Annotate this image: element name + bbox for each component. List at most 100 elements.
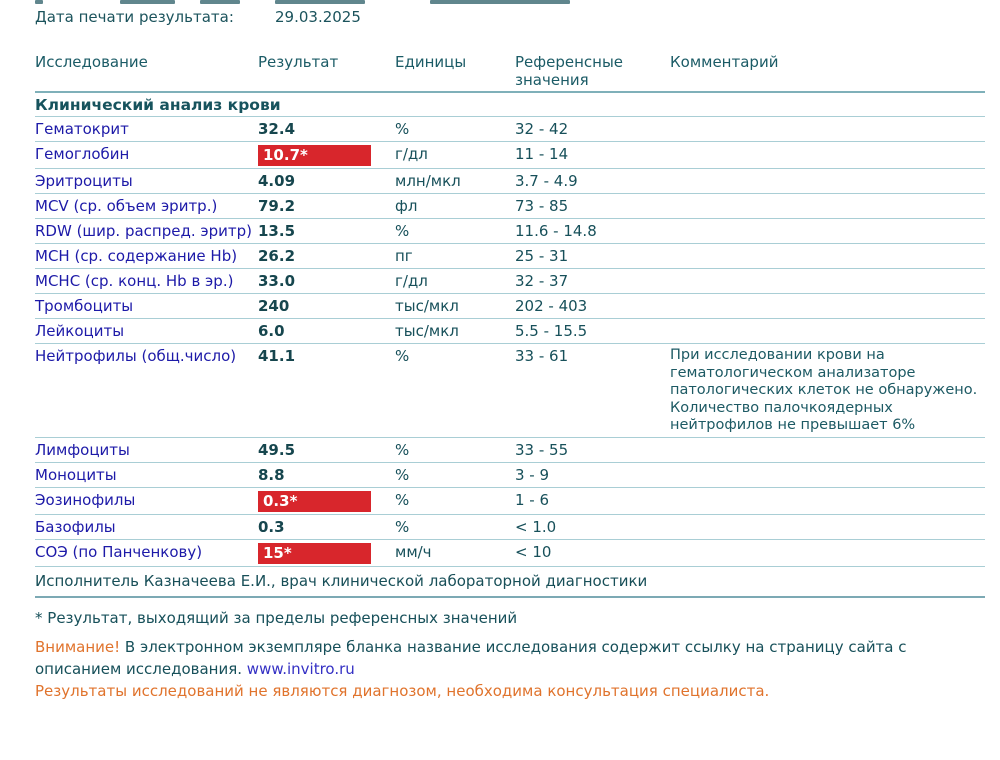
test-name-link[interactable]: Моноциты: [35, 465, 117, 484]
units-value: %: [395, 437, 515, 463]
result-value: 13.5: [258, 222, 296, 240]
comment-text: [670, 318, 985, 344]
result-value: 4.09: [258, 172, 296, 190]
column-header-result: Результат: [258, 50, 395, 93]
units-value: %: [395, 462, 515, 488]
table-row: Тромбоциты 240 тыс/мкл 202 - 403: [35, 293, 985, 319]
footer-divider-line: [35, 596, 985, 598]
table-row: СОЭ (по Панченкову) 15* мм/ч < 10: [35, 539, 985, 567]
units-value: г/дл: [395, 268, 515, 294]
table-row: Гематокрит 32.4 % 32 - 42: [35, 116, 985, 142]
section-title: Клинический анализ крови: [35, 92, 985, 117]
column-header-test: Исследование: [35, 50, 258, 93]
reference-range: 3 - 9: [515, 462, 670, 488]
test-name-link[interactable]: Базофилы: [35, 517, 116, 536]
result-value: 79.2: [258, 197, 296, 215]
test-name-link[interactable]: Эритроциты: [35, 172, 133, 190]
test-name-link[interactable]: СОЭ (по Панченкову): [35, 542, 203, 561]
test-name-link[interactable]: MCHC (ср. конц. Hb в эр.): [35, 272, 234, 290]
test-name-link[interactable]: Лимфоциты: [35, 440, 130, 459]
units-value: г/дл: [395, 141, 515, 169]
test-name-link[interactable]: Гемоглобин: [35, 145, 130, 163]
units-value: %: [395, 343, 515, 438]
table-row: MCV (ср. объем эритр.) 79.2 фл 73 - 85: [35, 193, 985, 219]
result-value: 26.2: [258, 247, 296, 265]
attention-text: В электронном экземпляре бланка название…: [35, 638, 907, 678]
result-value: 0.3: [258, 517, 285, 536]
attention-note: Внимание! В электронном экземпляре бланк…: [35, 636, 985, 680]
attention-label: Внимание!: [35, 638, 121, 656]
clipped-top-text-remnant: [0, 0, 1000, 6]
asterisk-footnote: * Результат, выходящий за пределы рефере…: [35, 609, 518, 627]
table-header-row: Исследование Результат Единицы Референсн…: [35, 50, 985, 93]
reference-range: 73 - 85: [515, 193, 670, 219]
table-row: Лимфоциты 49.5 % 33 - 55: [35, 437, 985, 463]
table-row: Базофилы 0.3 % < 1.0: [35, 514, 985, 540]
units-value: тыс/мкл: [395, 318, 515, 344]
units-value: мм/ч: [395, 539, 515, 567]
column-header-comment: Комментарий: [670, 50, 985, 93]
section-header-row: Клинический анализ крови: [35, 92, 985, 117]
reference-range: 33 - 61: [515, 343, 670, 438]
results-table-body: Клинический анализ крови Гематокрит 32.4…: [35, 92, 985, 592]
comment-text: [670, 218, 985, 244]
result-value: 0.3*: [258, 490, 371, 512]
column-header-reference: Референсные значения: [515, 50, 670, 93]
comment-text: [670, 141, 985, 169]
comment-text: [670, 539, 985, 567]
reference-range: 202 - 403: [515, 293, 670, 319]
reference-range: 11 - 14: [515, 141, 670, 169]
reference-range: < 10: [515, 539, 670, 567]
comment-text: [670, 168, 985, 194]
comment-text: [670, 268, 985, 294]
test-name-link[interactable]: RDW (шир. распред. эритр): [35, 222, 252, 240]
table-row: Моноциты 8.8 % 3 - 9: [35, 462, 985, 488]
reference-range: 1 - 6: [515, 487, 670, 515]
executor-line: Исполнитель Казначеева Е.И., врач клинич…: [35, 571, 648, 590]
units-value: %: [395, 116, 515, 142]
result-value: 33.0: [258, 272, 296, 290]
disclaimer-note: Результаты исследований не являются диаг…: [35, 682, 770, 700]
test-name-link[interactable]: Эозинофилы: [35, 490, 136, 509]
units-value: млн/мкл: [395, 168, 515, 194]
comment-text: [670, 243, 985, 269]
results-table: Исследование Результат Единицы Референсн…: [35, 50, 985, 592]
reference-range: 32 - 42: [515, 116, 670, 142]
units-value: тыс/мкл: [395, 293, 515, 319]
test-name-link[interactable]: MCH (ср. содержание Hb): [35, 247, 238, 265]
table-row: Нейтрофилы (общ.число) 41.1 % 33 - 61 Пр…: [35, 343, 985, 438]
reference-range: 5.5 - 15.5: [515, 318, 670, 344]
table-row: RDW (шир. распред. эритр) 13.5 % 11.6 - …: [35, 218, 985, 244]
result-value: 240: [258, 297, 290, 315]
comment-text: [670, 193, 985, 219]
comment-text: [670, 462, 985, 488]
reference-range: < 1.0: [515, 514, 670, 540]
test-name-link[interactable]: MCV (ср. объем эритр.): [35, 197, 218, 215]
units-value: пг: [395, 243, 515, 269]
test-name-link[interactable]: Тромбоциты: [35, 297, 134, 315]
test-name-link[interactable]: Нейтрофилы (общ.число): [35, 347, 237, 365]
reference-range: 33 - 55: [515, 437, 670, 463]
table-row: Эритроциты 4.09 млн/мкл 3.7 - 4.9: [35, 168, 985, 194]
test-name-link[interactable]: Лейкоциты: [35, 322, 125, 340]
table-row: Лейкоциты 6.0 тыс/мкл 5.5 - 15.5: [35, 318, 985, 344]
result-value: 32.4: [258, 120, 296, 138]
reference-range: 25 - 31: [515, 243, 670, 269]
units-value: %: [395, 218, 515, 244]
comment-text: [670, 487, 985, 515]
invitro-link[interactable]: www.invitro.ru: [246, 660, 355, 678]
table-row: Эозинофилы 0.3* % 1 - 6: [35, 487, 985, 515]
result-value: 15*: [258, 542, 371, 564]
result-value: 8.8: [258, 465, 285, 484]
comment-text: [670, 437, 985, 463]
print-date-label: Дата печати результата:: [35, 8, 234, 26]
reference-range: 32 - 37: [515, 268, 670, 294]
print-date-row: Дата печати результата: 29.03.2025: [35, 8, 361, 26]
result-value: 6.0: [258, 322, 285, 340]
units-value: %: [395, 487, 515, 515]
result-value: 49.5: [258, 440, 296, 459]
executor-row: Исполнитель Казначеева Е.И., врач клинич…: [35, 566, 985, 592]
test-name-link[interactable]: Гематокрит: [35, 120, 129, 138]
column-header-units: Единицы: [395, 50, 515, 93]
